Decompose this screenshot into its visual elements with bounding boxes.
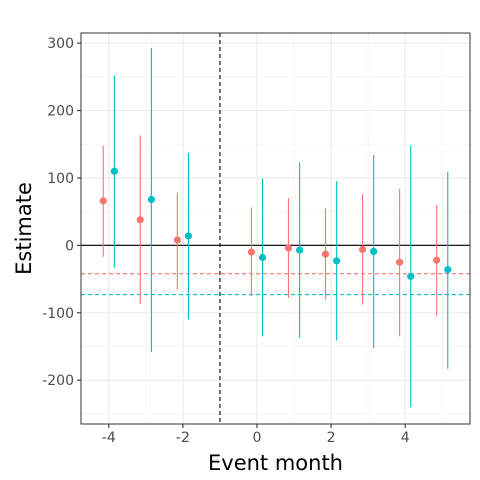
x-tick-label: 2	[327, 430, 336, 446]
series-2-point	[295, 246, 304, 254]
y-tick-label: 0	[65, 238, 74, 254]
y-tick-label: 300	[47, 36, 74, 52]
series-1-point	[433, 256, 441, 264]
series-2-point	[184, 232, 193, 240]
series-1-point	[136, 216, 144, 224]
y-tick-label: -100	[42, 306, 74, 322]
y-axis-title: Estimate	[12, 182, 36, 275]
series-1-point	[396, 258, 404, 266]
y-tick-label: -200	[42, 373, 74, 389]
y-tick-label: 100	[47, 171, 74, 187]
series-1-point	[358, 245, 367, 253]
series-2-point	[407, 272, 415, 280]
x-tick-label: 4	[401, 430, 410, 446]
series-2-point	[110, 167, 118, 175]
series-2-point	[258, 253, 267, 262]
y-axis-ticks: -200 -100 0 100 200 300	[42, 36, 81, 389]
panel-border	[80, 32, 471, 425]
series-2-point	[444, 266, 452, 274]
series-1-point	[99, 197, 107, 205]
series-2-point	[147, 195, 155, 204]
x-axis-title: Event month	[208, 451, 343, 475]
x-tick-label: -4	[102, 430, 116, 446]
x-axis-ticks: -4 -2 0 2 4	[102, 424, 410, 446]
x-tick-label: 0	[253, 430, 262, 446]
points	[99, 167, 452, 280]
series-1-point	[173, 236, 181, 244]
x-tick-label: -2	[176, 430, 190, 446]
y-tick-label: 200	[47, 104, 74, 120]
series-1-point	[247, 248, 256, 256]
series-1-point	[321, 250, 330, 258]
series-2-point	[370, 247, 378, 256]
series-2-point	[333, 257, 341, 265]
reference-lines	[81, 33, 470, 424]
series-1-point	[284, 244, 293, 252]
